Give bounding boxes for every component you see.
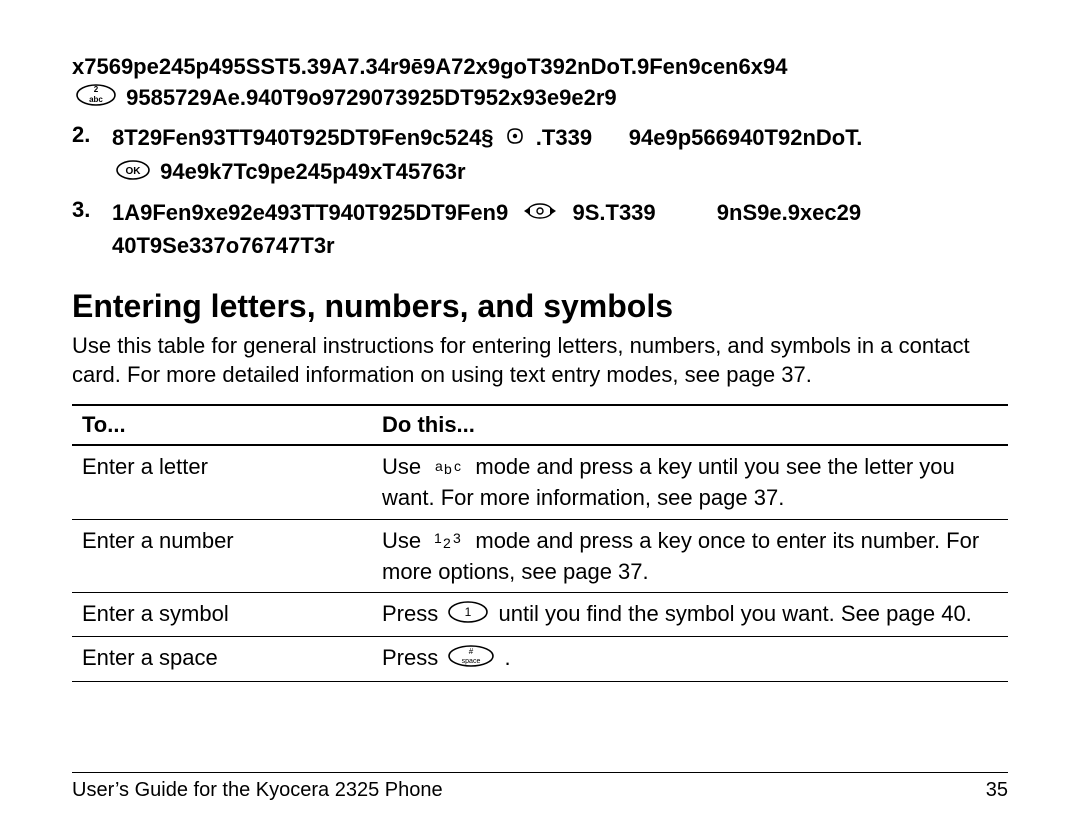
ok-key-icon: OK [116, 157, 150, 189]
text: 9nS9e.9xec29 [717, 200, 861, 225]
svg-text:2: 2 [94, 85, 99, 94]
top-line-1: x7569pe245p495SST5.39A7.34r9ē9A72x9goT39… [72, 54, 787, 79]
text: 9S.T339 [572, 200, 655, 225]
section-title: Entering letters, numbers, and symbols [72, 288, 1008, 325]
text: Use [382, 528, 427, 553]
page-footer: User’s Guide for the Kyocera 2325 Phone … [72, 772, 1008, 802]
item-number: 3. [72, 197, 102, 223]
space-key-icon: # space [448, 645, 494, 675]
svg-text:space: space [462, 658, 481, 665]
text: mode and press a key until you see the l… [382, 454, 955, 510]
cell-do: Press # space . [372, 637, 1008, 681]
abc-key-icon: 2 abc [76, 84, 116, 115]
text: .T339 [536, 125, 592, 150]
cell-do: Use abc mode and press a key until you s… [372, 445, 1008, 519]
text: 8T29Fen93TT940T925DT9Fen9c524§ [112, 125, 494, 150]
cell-do: Use 123 mode and press a key once to ent… [372, 519, 1008, 593]
instructions-table: To... Do this... Enter a letter Use abc … [72, 404, 1008, 682]
table-row: Enter a number Use 123 mode and press a … [72, 519, 1008, 593]
cell-to: Enter a space [72, 637, 372, 681]
table-row: Enter a space Press # space . [72, 637, 1008, 681]
svg-text:b: b [444, 461, 452, 475]
svg-text:1: 1 [434, 531, 442, 546]
list-item-2: 2. 8T29Fen93TT940T925DT9Fen9c524§ .T339 … [72, 122, 1008, 188]
svg-text:a: a [435, 458, 443, 474]
text: Use [382, 454, 427, 479]
table-row: Enter a letter Use abc mode and press a … [72, 445, 1008, 519]
cell-to: Enter a symbol [72, 593, 372, 637]
text: Press [382, 601, 444, 626]
page: x7569pe245p495SST5.39A7.34r9ē9A72x9goT39… [0, 0, 1080, 834]
svg-text:abc: abc [89, 95, 103, 104]
svg-text:1: 1 [465, 605, 472, 619]
top-block: x7569pe245p495SST5.39A7.34r9ē9A72x9goT39… [72, 52, 1008, 114]
footer-rule [72, 772, 1008, 773]
cell-to: Enter a number [72, 519, 372, 593]
page-number: 35 [986, 779, 1008, 802]
svg-text:3: 3 [453, 531, 461, 546]
text: 94e9p566940T92nDoT. [629, 125, 863, 150]
text: 1A9Fen9xe92e493TT940T925DT9Fen9 [112, 200, 508, 225]
item-content: 1A9Fen9xe92e493TT940T925DT9Fen9 9S.T339 … [112, 197, 861, 262]
abc-mode-icon: abc [431, 453, 465, 483]
table-row: Enter a symbol Press 1 until you find th… [72, 593, 1008, 637]
text: . [504, 645, 510, 670]
dpad-icon [518, 198, 562, 230]
col-to: To... [72, 405, 372, 445]
cell-to: Enter a letter [72, 445, 372, 519]
text: Press [382, 645, 444, 670]
svg-text:#: # [469, 647, 474, 656]
nav-icon [504, 124, 526, 156]
svg-text:c: c [454, 458, 461, 474]
footer-title: User’s Guide for the Kyocera 2325 Phone [72, 779, 443, 802]
list-item-3: 3. 1A9Fen9xe92e493TT940T925DT9Fen9 9S.T3… [72, 197, 1008, 262]
text: until you find the symbol you want. See … [498, 601, 971, 626]
item-content: 8T29Fen93TT940T925DT9Fen9c524§ .T339 94e… [112, 122, 862, 188]
text: mode and press a key once to enter its n… [382, 528, 979, 584]
text: 94e9k7Tc9pe245p49xT45763r [160, 159, 465, 184]
key-1-icon: 1 [448, 601, 488, 631]
svg-text:OK: OK [126, 166, 142, 177]
item-number: 2. [72, 122, 102, 148]
cell-do: Press 1 until you find the symbol you wa… [372, 593, 1008, 637]
top-line-2: 9585729Ae.940T9o9729073925DT952x93e9e2r9 [126, 85, 617, 110]
text: 40T9Se337o76747T3r [112, 233, 335, 258]
123-mode-icon: 123 [431, 527, 465, 557]
svg-text:2: 2 [443, 535, 451, 549]
col-do: Do this... [372, 405, 1008, 445]
section-paragraph: Use this table for general instructions … [72, 331, 1008, 390]
